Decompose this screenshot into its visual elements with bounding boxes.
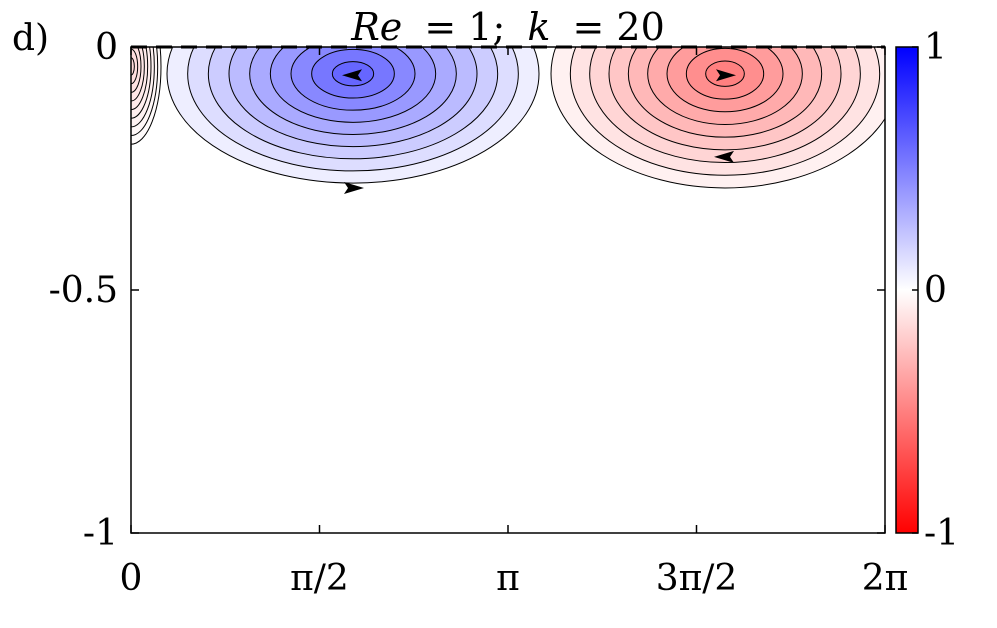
vortex-cell-positive — [166, 47, 540, 184]
x-axis: 0 π/2 π 3π/2 2π — [120, 47, 909, 599]
vortex-cell-negative — [550, 47, 885, 189]
title-k: k — [527, 5, 550, 49]
colorbar-tick-label: 0 — [924, 270, 947, 311]
title-eq1: = 1; — [424, 5, 505, 49]
flow-arrows — [342, 69, 737, 194]
x-tick-label: 3π/2 — [656, 558, 738, 599]
x-tick-label: 2π — [862, 558, 909, 599]
flow-arrow-left — [342, 69, 363, 82]
title-re: Re — [350, 5, 402, 49]
vortex-cell-negative — [131, 47, 162, 145]
flow-arrow-right — [716, 69, 737, 82]
y-tick-label: 0 — [95, 27, 118, 68]
colorbar-tick-label: 1 — [924, 27, 947, 68]
vortex-cells — [131, 47, 885, 189]
colorbar-tick-label: -1 — [924, 513, 959, 554]
flow-arrow-left — [714, 150, 735, 163]
contour-negative-8 — [131, 57, 135, 76]
chart-title: Re = 1; k = 20 — [350, 5, 665, 49]
panel-label: d) — [12, 18, 49, 59]
flow-arrow-right — [344, 181, 365, 194]
colorbar-ticks: 1 0 -1 — [912, 27, 959, 554]
title-eq2: = 20 — [573, 5, 665, 49]
y-axis: 0 -0.5 -1 — [49, 27, 885, 554]
x-tick-label: 0 — [120, 558, 143, 599]
y-tick-label: -1 — [83, 513, 118, 554]
x-tick-label: π — [496, 558, 520, 599]
x-tick-label: π/2 — [290, 558, 349, 599]
y-tick-label: -0.5 — [49, 270, 118, 311]
